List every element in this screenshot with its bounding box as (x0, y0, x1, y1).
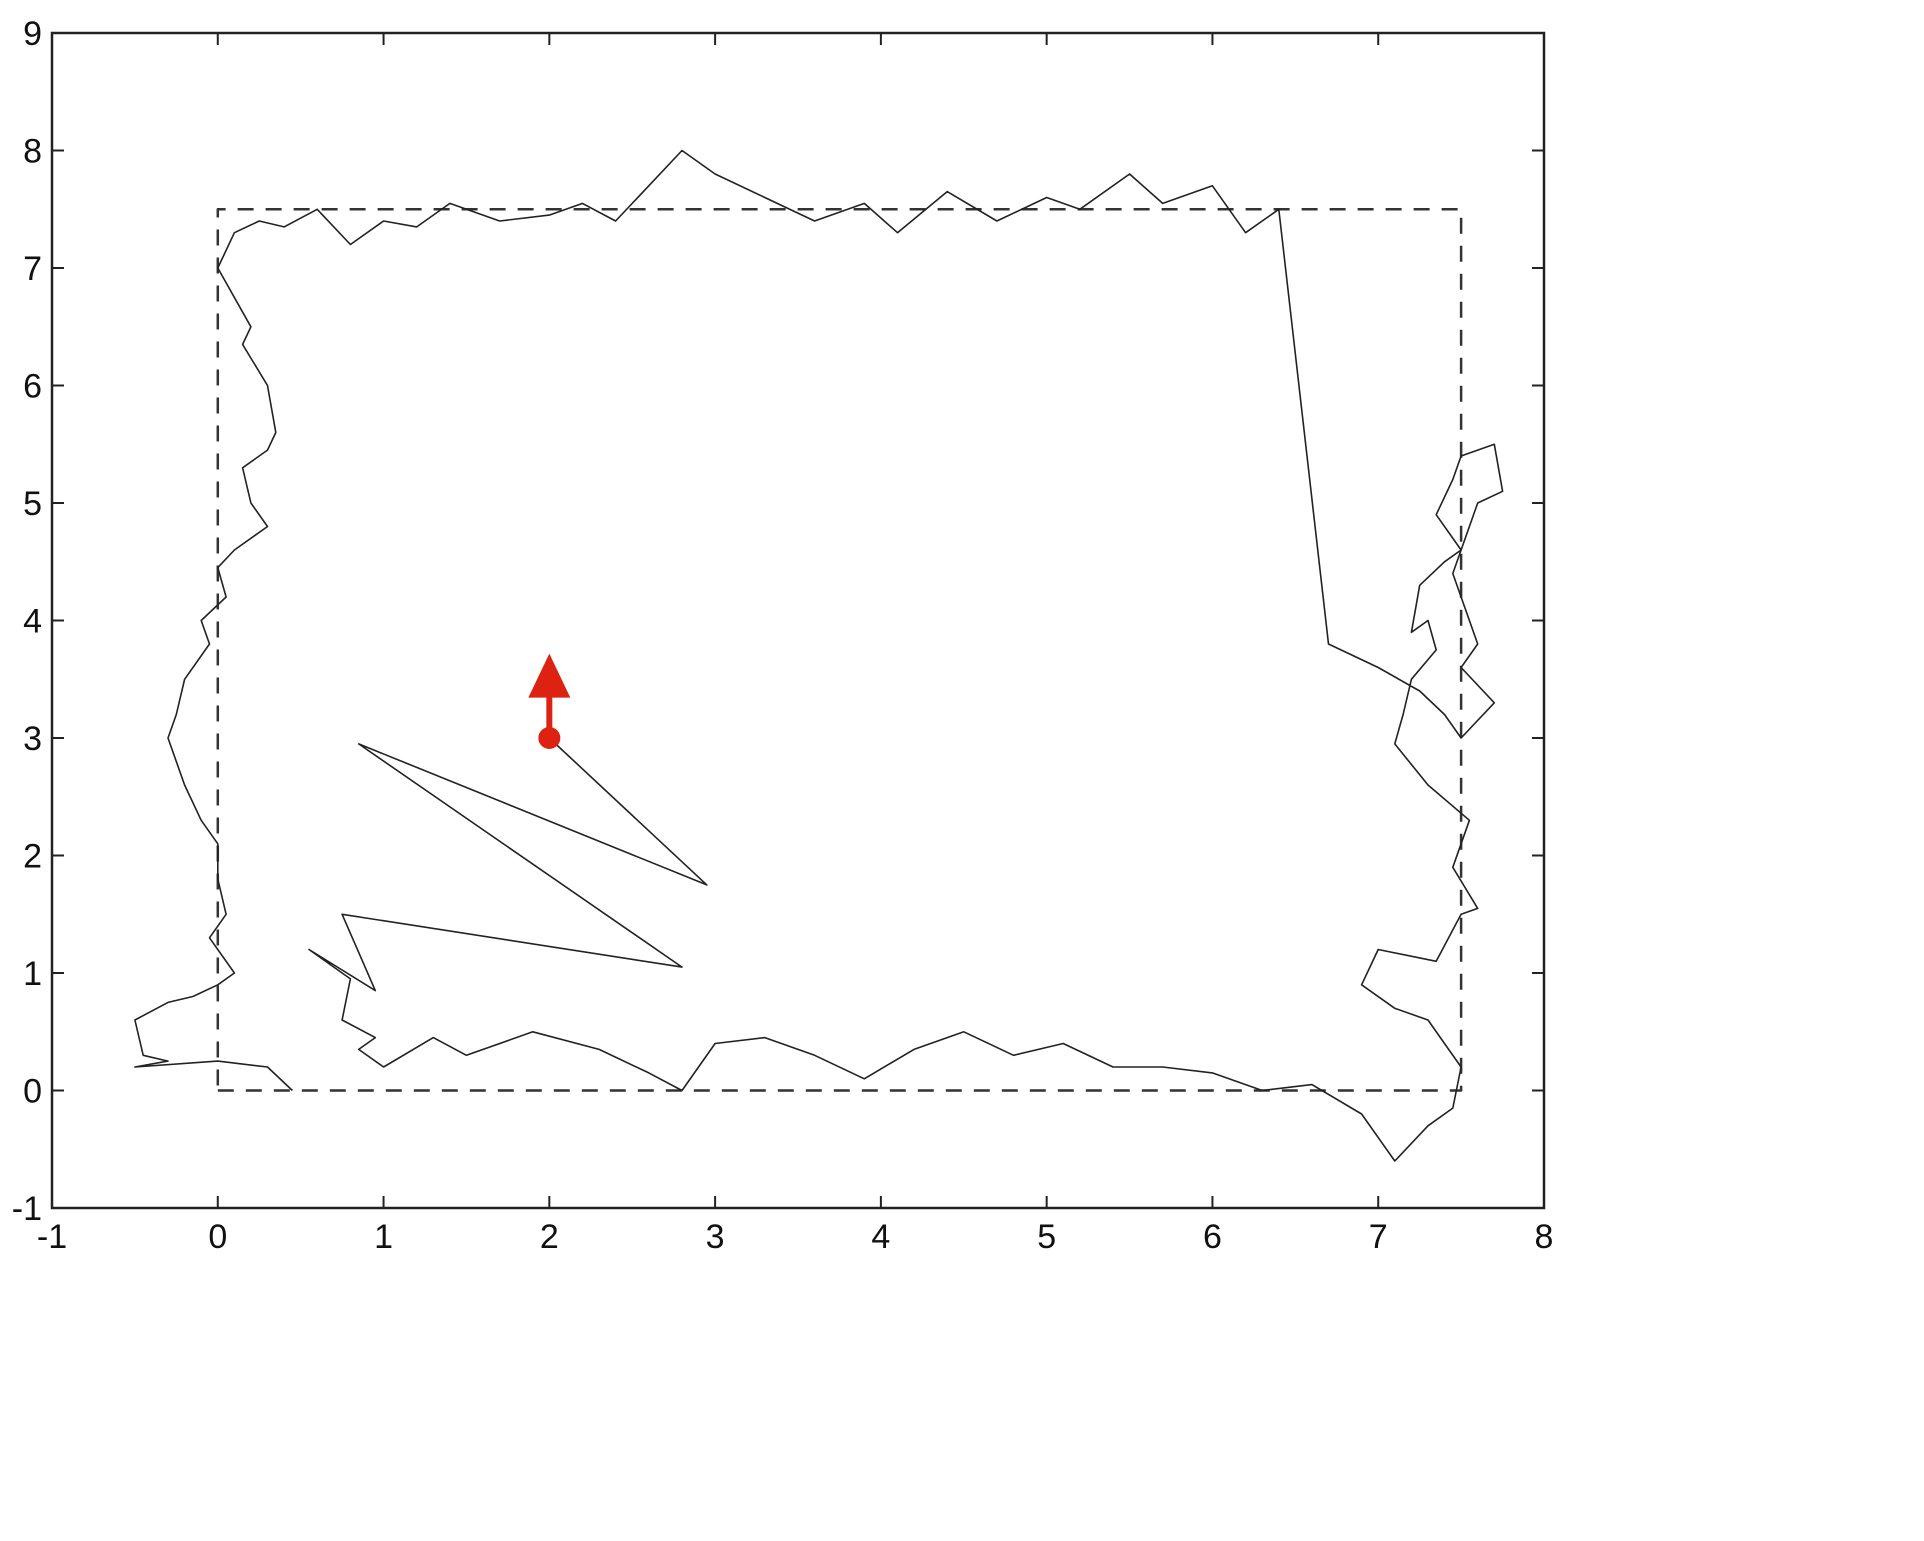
y-tick-label: 5 (23, 485, 42, 523)
plot-area (50, 31, 1546, 1210)
x-tick-label: 2 (540, 1218, 559, 1256)
y-tick-label: 3 (23, 720, 42, 758)
y-tick-label: 1 (23, 955, 42, 993)
annotation-layer (528, 653, 571, 749)
heading-arrow-head (528, 653, 571, 698)
x-tick-label: 7 (1369, 1218, 1388, 1256)
trajectory-line (134, 149, 1504, 1162)
x-tick-label: -1 (37, 1218, 67, 1256)
y-tick-label: -1 (12, 1190, 42, 1228)
y-tick-label: 4 (23, 603, 42, 641)
x-tick-label: 5 (1037, 1218, 1056, 1256)
x-tick-label: 0 (208, 1218, 227, 1256)
series-layer (134, 149, 1504, 1162)
x-tick-label: 1 (374, 1218, 393, 1256)
x-tick-label: 8 (1535, 1218, 1554, 1256)
y-tick-label: 9 (23, 15, 42, 53)
x-tick-label: 3 (706, 1218, 725, 1256)
y-tick-label: 0 (23, 1073, 42, 1111)
y-tick-label: 7 (23, 250, 42, 288)
y-axis-ticks: -1 0 1 2 3 4 5 6 7 8 9 (12, 15, 1544, 1228)
y-tick-label: 2 (23, 838, 42, 876)
y-tick-label: 6 (23, 368, 42, 406)
y-tick-label: 8 (23, 133, 42, 171)
x-axis-ticks: -1 0 1 2 3 4 5 6 7 8 (37, 33, 1554, 1256)
x-tick-label: 6 (1203, 1218, 1222, 1256)
x-tick-label: 4 (871, 1218, 890, 1256)
